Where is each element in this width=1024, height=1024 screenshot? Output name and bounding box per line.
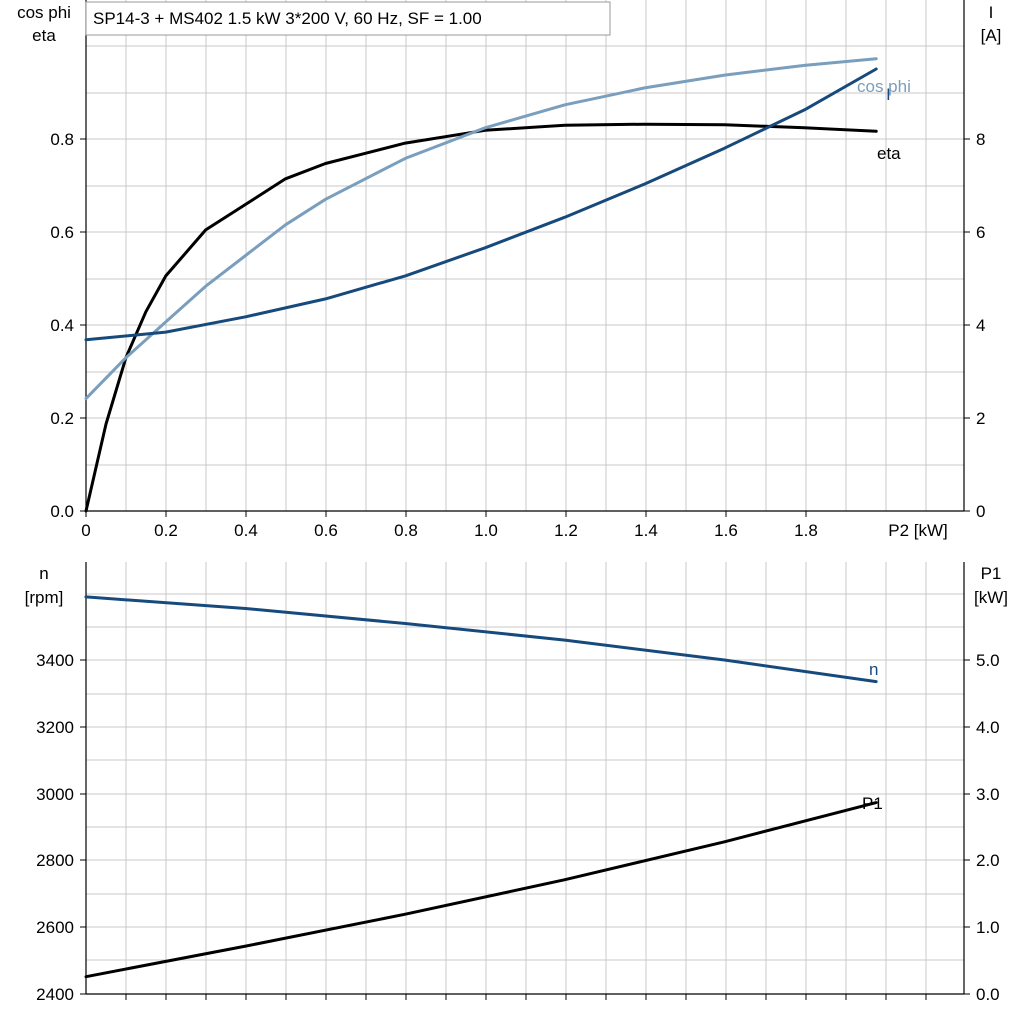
y-right-tick-label: 0 [976, 502, 985, 521]
y-right-tick-label: 5.0 [976, 651, 1000, 670]
y-left-tick-label: 2800 [36, 851, 74, 870]
y-left-title: cos phi [17, 3, 71, 22]
x-tick-label: 1.6 [714, 521, 738, 540]
y-right-tick-label: 3.0 [976, 785, 1000, 804]
x-tick-label: 0 [81, 521, 90, 540]
y-left-tick-label: 3200 [36, 718, 74, 737]
y-right-tick-label: 4 [976, 316, 985, 335]
x-tick-label: 1.2 [554, 521, 578, 540]
grid-lines [86, 0, 964, 511]
series-label-eta: eta [877, 144, 901, 163]
y-left-title: [rpm] [25, 588, 64, 607]
grid-lines [86, 562, 964, 994]
y-left-tick-label: 0.6 [50, 223, 74, 242]
y-left-title: n [39, 564, 48, 583]
x-tick-label: 0.8 [394, 521, 418, 540]
axes: 2400 0.0 2600 1.0 2800 2.0 3000 3.0 3200 4.0 3400 5… [25, 562, 1008, 1004]
series-line-eta [84, 122, 878, 513]
y-left-tick-label: 2400 [36, 985, 74, 1004]
axes: 0.0 0 0.2 2 0.4 4 0.6 6 0.8 8 cos phi eta I [A] 0 0.2 0.… [17, 0, 1001, 540]
x-tick-label: 1.8 [794, 521, 818, 540]
chart-title: SP14-3 + MS402 1.5 kW 3*200 V, 60 Hz, SF… [93, 9, 482, 28]
y-right-title: [A] [981, 26, 1002, 45]
series-line-P1 [84, 801, 878, 979]
series-group: n P1 [84, 595, 883, 979]
series-line-I [84, 67, 878, 342]
y-right-tick-label: 2 [976, 409, 985, 428]
title-box: SP14-3 + MS402 1.5 kW 3*200 V, 60 Hz, SF… [85, 1, 611, 36]
y-left-tick-label: 0.8 [50, 130, 74, 149]
y-left-title: eta [32, 26, 56, 45]
series-label-P1: P1 [862, 794, 883, 813]
x-tick-label: 0.6 [314, 521, 338, 540]
x-tick-label: 0.4 [234, 521, 258, 540]
bottom-panel: 2400 0.0 2600 1.0 2800 2.0 3000 3.0 3200 4.0 3400 5… [25, 562, 1008, 1004]
series-label-I: I [886, 85, 891, 104]
y-right-title: [kW] [974, 588, 1008, 607]
y-left-tick-label: 3000 [36, 785, 74, 804]
top-panel: 0.0 0 0.2 2 0.4 4 0.6 6 0.8 8 cos phi eta I [A] 0 0.2 0.… [17, 0, 1001, 540]
x-tick-label: 0.2 [154, 521, 178, 540]
series-line-n [84, 595, 878, 684]
y-left-tick-label: 0.2 [50, 409, 74, 428]
x-tick-label: 1.4 [634, 521, 658, 540]
y-left-tick-label: 0.0 [50, 502, 74, 521]
y-right-tick-label: 8 [976, 130, 985, 149]
title-box-frame [85, 1, 611, 36]
y-right-tick-label: 4.0 [976, 718, 1000, 737]
y-right-tick-label: 0.0 [976, 985, 1000, 1004]
y-right-tick-label: 1.0 [976, 918, 1000, 937]
y-left-tick-label: 2600 [36, 918, 74, 937]
y-left-tick-label: 3400 [36, 651, 74, 670]
x-axis-title: P2 [kW] [888, 521, 948, 540]
series-label-cos-phi: cos phi [857, 77, 911, 96]
y-right-tick-label: 6 [976, 223, 985, 242]
y-right-tick-label: 2.0 [976, 851, 1000, 870]
y-left-tick-label: 0.4 [50, 316, 74, 335]
series-label-n: n [869, 660, 878, 679]
y-right-title: I [989, 3, 994, 22]
y-right-title: P1 [981, 564, 1002, 583]
x-tick-label: 1.0 [474, 521, 498, 540]
series-line-cos-phi [84, 57, 878, 401]
